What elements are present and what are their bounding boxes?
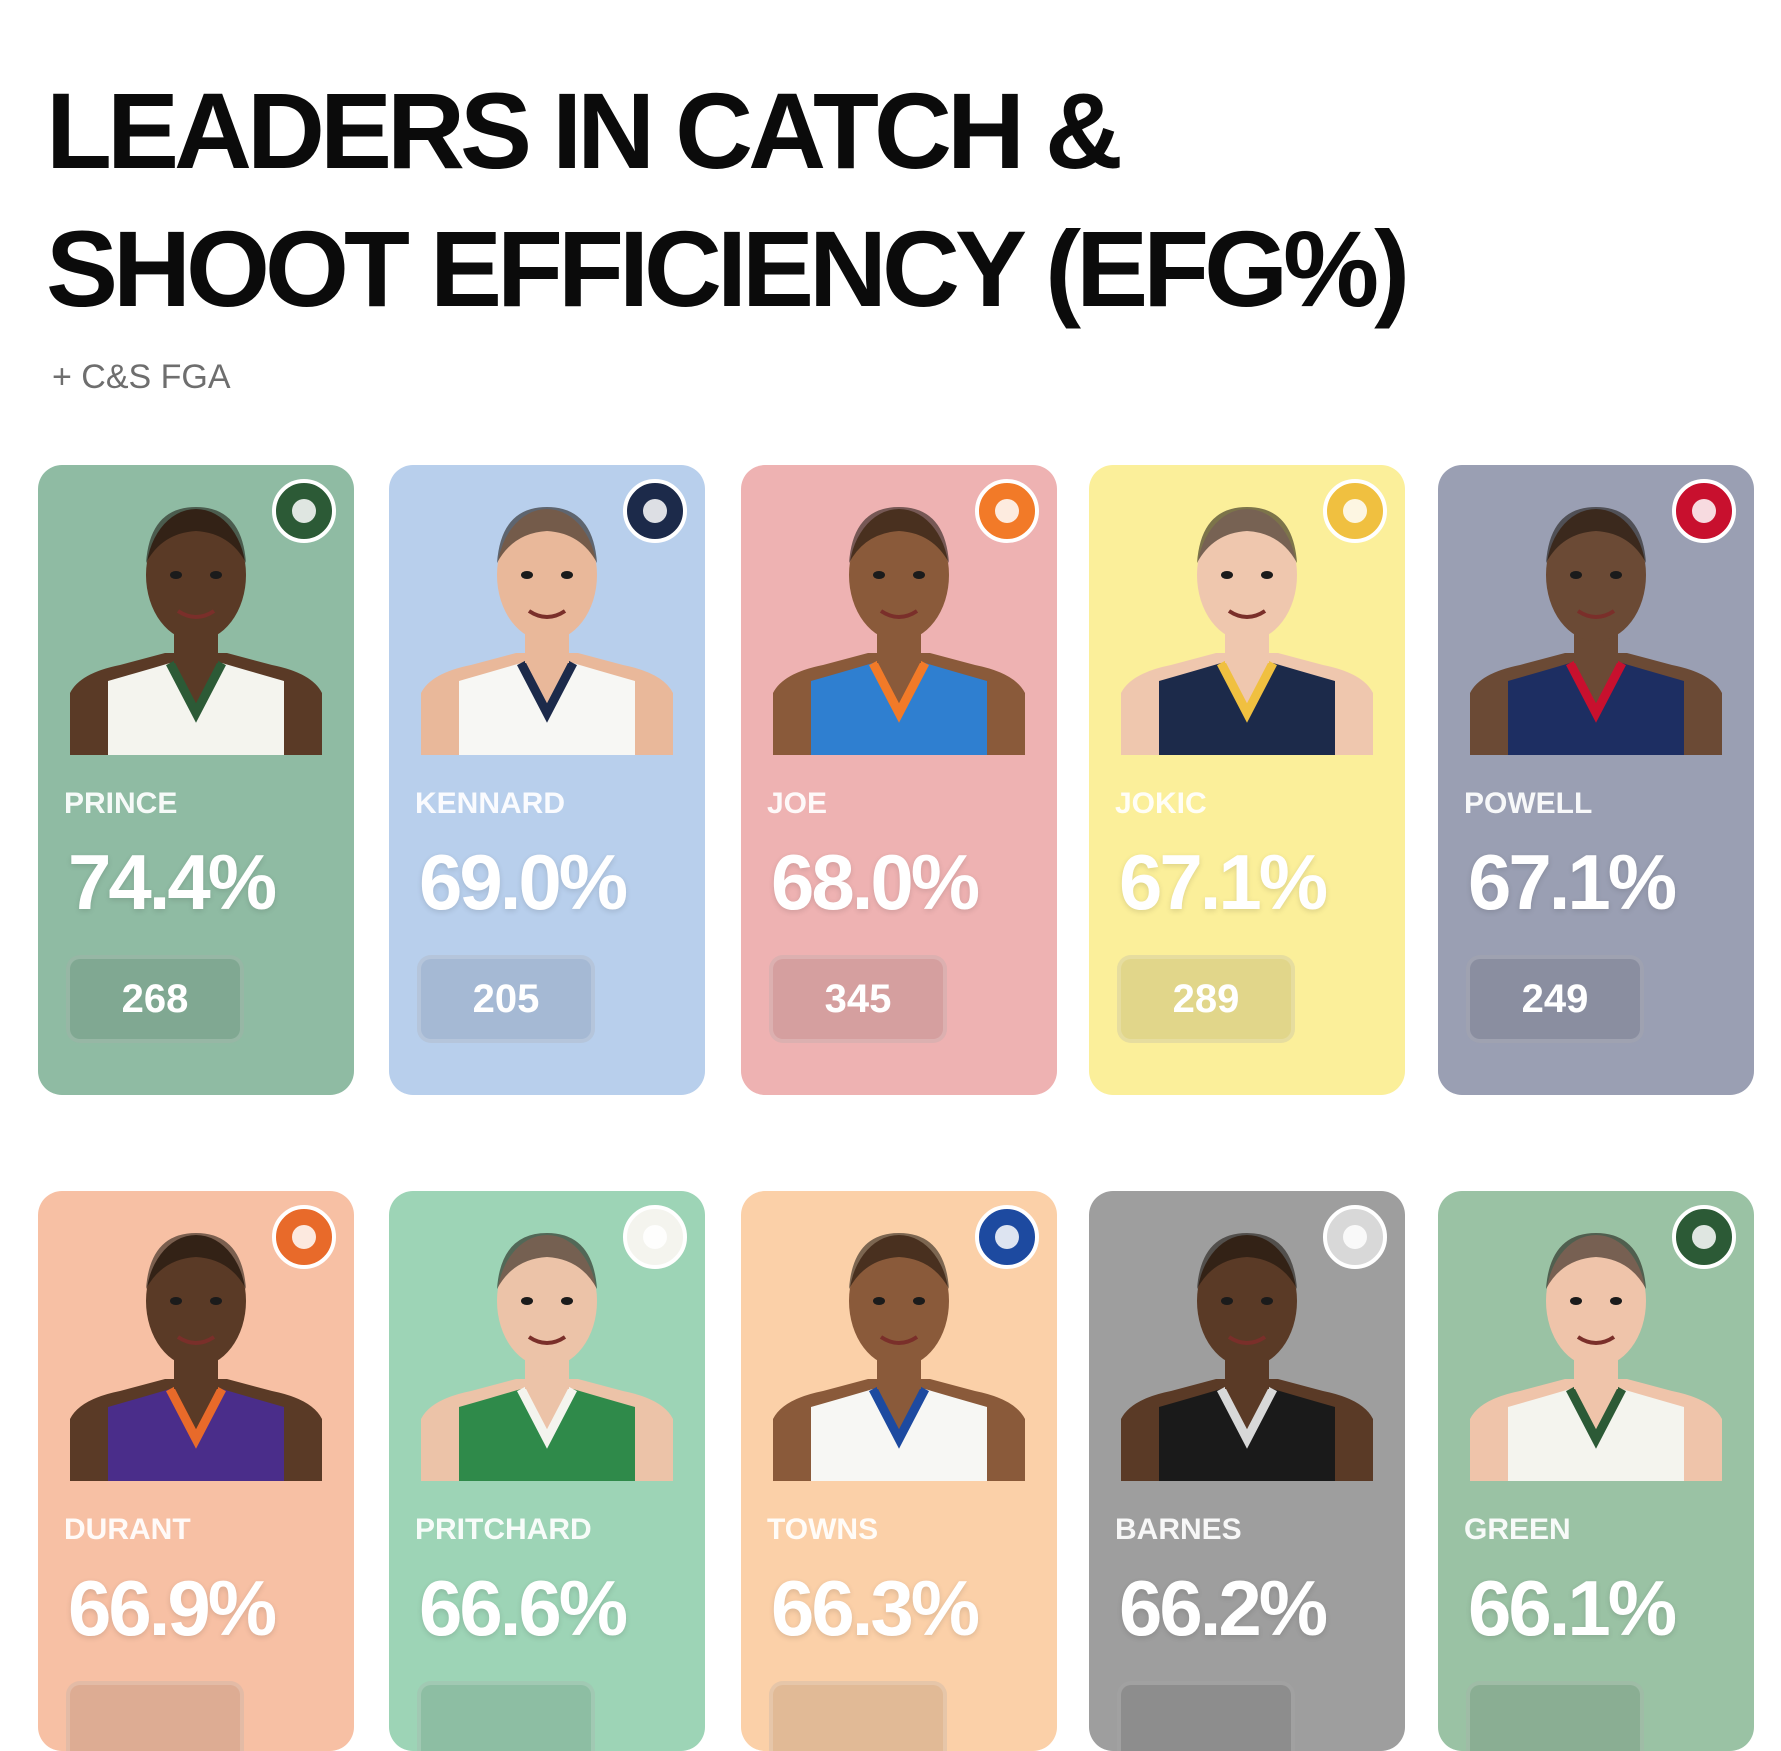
player-card: PRINCE 74.4% 268 (38, 465, 354, 1095)
player-card: PRITCHARD 66.6% (389, 1191, 705, 1751)
clippers-logo (1666, 473, 1742, 549)
efg-percent: 66.1% (1468, 1564, 1677, 1652)
efg-percent: 67.1% (1119, 838, 1328, 926)
player-photo (421, 1219, 673, 1481)
cs-fga-badge: 205 (417, 955, 595, 1043)
player-photo (773, 493, 1025, 755)
bucks-logo (1666, 1199, 1742, 1275)
player-card: JOKIC 67.1% 289 (1089, 465, 1405, 1095)
player-name: GREEN (1464, 1513, 1571, 1546)
player-name: JOE (767, 787, 828, 820)
efg-percent: 66.9% (68, 1564, 277, 1652)
cs-fga-badge: 345 (769, 955, 947, 1043)
player-photo (773, 1219, 1025, 1481)
efg-percent: 67.1% (1468, 838, 1677, 926)
page-title: LEADERS IN CATCH & SHOOT EFFICIENCY (EFG… (46, 62, 1410, 338)
title-line-2: SHOOT EFFICIENCY (EFG%) (46, 208, 1410, 329)
cs-fga-badge: 268 (66, 955, 244, 1043)
player-photo (70, 493, 322, 755)
player-name: DURANT (64, 1513, 191, 1546)
knicks-logo (969, 1199, 1045, 1275)
efg-percent: 66.6% (419, 1564, 628, 1652)
player-name: JOKIC (1115, 787, 1207, 820)
player-card: DURANT 66.9% (38, 1191, 354, 1751)
player-card: KENNARD 69.0% 205 (389, 465, 705, 1095)
celtics-logo (617, 1199, 693, 1275)
spurs-logo (1317, 1199, 1393, 1275)
cs-fga-badge (769, 1681, 947, 1751)
player-photo (1470, 493, 1722, 755)
player-card: GREEN 66.1% (1438, 1191, 1754, 1751)
player-name: POWELL (1464, 787, 1593, 820)
title-line-1: LEADERS IN CATCH & (46, 70, 1123, 191)
player-name: BARNES (1115, 1513, 1242, 1546)
subtitle: + C&S FGA (52, 358, 231, 396)
player-card: JOE 68.0% 345 (741, 465, 1057, 1095)
player-card: POWELL 67.1% 249 (1438, 465, 1754, 1095)
player-name: TOWNS (767, 1513, 879, 1546)
player-name: KENNARD (415, 787, 565, 820)
player-name: PRINCE (64, 787, 178, 820)
cs-fga-badge (417, 1681, 595, 1751)
bucks-logo (266, 473, 342, 549)
efg-percent: 68.0% (771, 838, 980, 926)
cs-fga-badge: 249 (1466, 955, 1644, 1043)
efg-percent: 74.4% (68, 838, 277, 926)
efg-percent: 66.2% (1119, 1564, 1328, 1652)
thunder-logo (969, 473, 1045, 549)
cs-fga-badge (1466, 1681, 1644, 1751)
player-name: PRITCHARD (415, 1513, 592, 1546)
player-photo (1470, 1219, 1722, 1481)
player-photo (1121, 493, 1373, 755)
efg-percent: 69.0% (419, 838, 628, 926)
player-card: BARNES 66.2% (1089, 1191, 1405, 1751)
efg-percent: 66.3% (771, 1564, 980, 1652)
cs-fga-badge (1117, 1681, 1295, 1751)
player-photo (1121, 1219, 1373, 1481)
player-photo (70, 1219, 322, 1481)
player-card: TOWNS 66.3% (741, 1191, 1057, 1751)
grizzlies-logo (617, 473, 693, 549)
suns-logo (266, 1199, 342, 1275)
cs-fga-badge: 289 (1117, 955, 1295, 1043)
cs-fga-badge (66, 1681, 244, 1751)
player-photo (421, 493, 673, 755)
nuggets-logo (1317, 473, 1393, 549)
